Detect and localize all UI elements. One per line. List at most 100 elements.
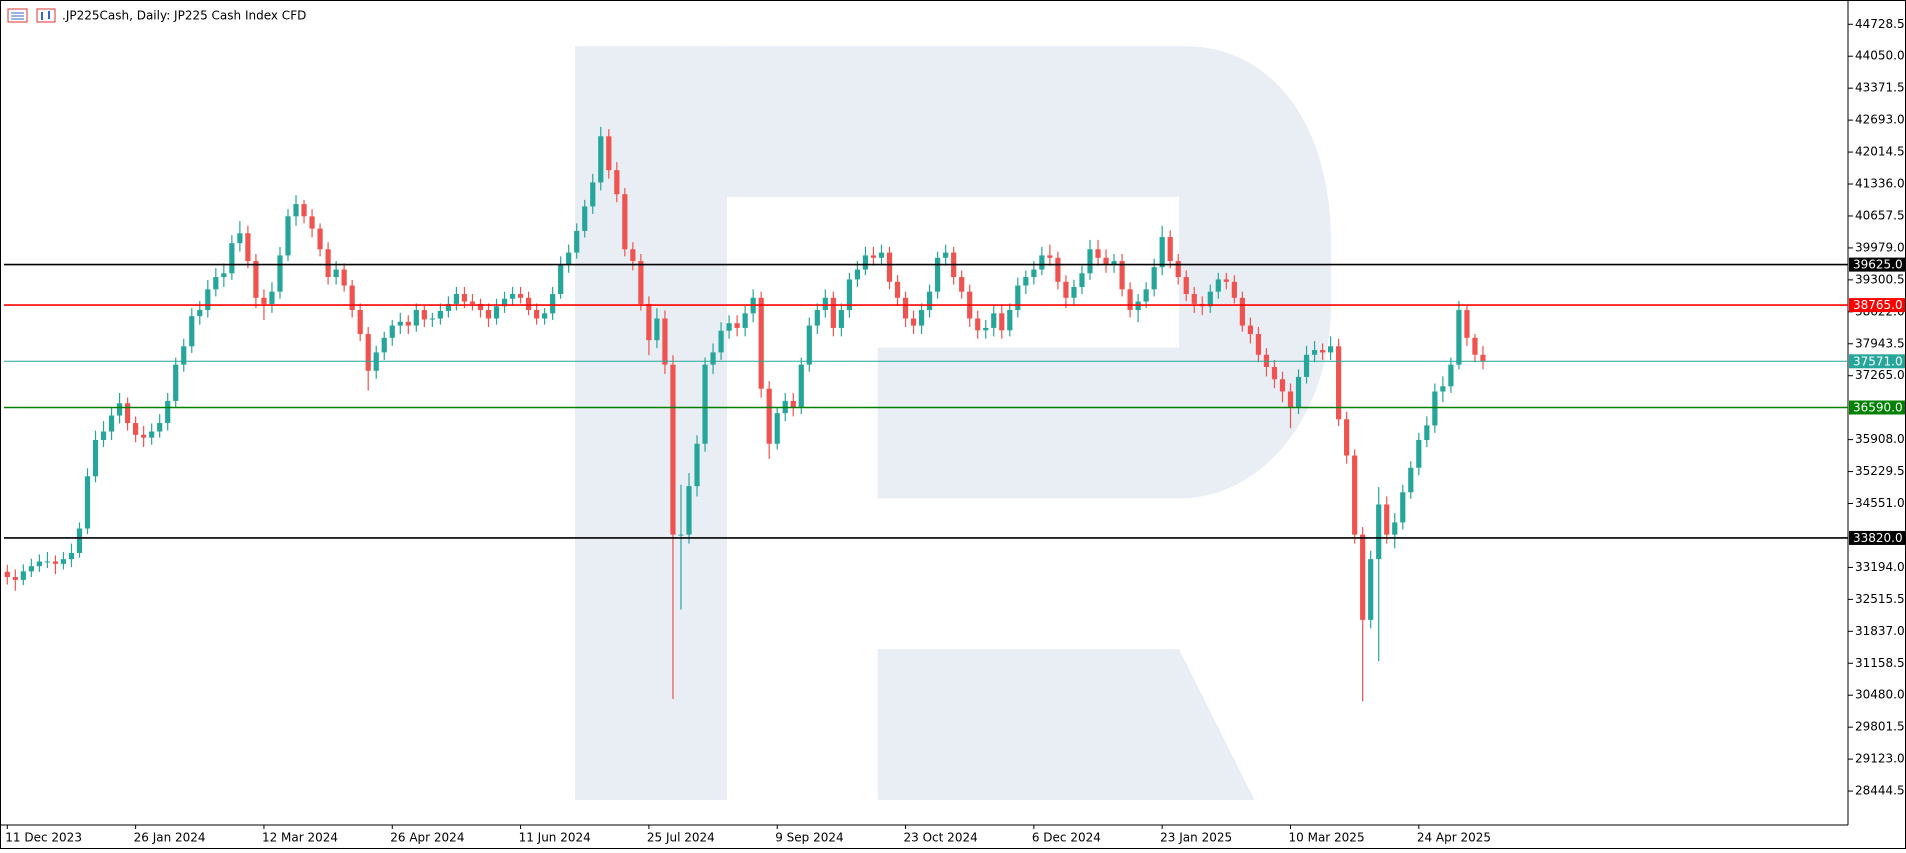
candle-body	[1456, 310, 1462, 365]
candle-body	[149, 431, 155, 438]
candle-body	[269, 291, 275, 304]
y-tick-label: 35229.5	[1855, 464, 1905, 478]
candle-body	[766, 388, 772, 444]
candle-body	[1287, 391, 1294, 408]
candle-body	[413, 310, 419, 326]
candle-body	[1063, 281, 1069, 298]
candle-body	[205, 289, 211, 311]
candle-body	[349, 285, 355, 311]
candle-body	[943, 252, 949, 258]
candle-body	[213, 277, 219, 290]
candle-body	[702, 364, 708, 444]
candle-body	[4, 571, 10, 578]
candle-body	[534, 310, 540, 319]
candle-body	[133, 423, 139, 435]
candle-body	[60, 559, 67, 564]
candle-body	[1384, 504, 1390, 535]
y-tick-label: 39300.5	[1855, 272, 1905, 286]
candle-body	[726, 323, 732, 331]
x-tick-label: 10 Mar 2025	[1289, 831, 1365, 845]
candle-body	[830, 297, 836, 328]
level-label: 38765.0	[1853, 298, 1903, 312]
candle-body	[1191, 294, 1197, 304]
candle-body	[894, 281, 901, 298]
x-tick-label: 26 Apr 2024	[390, 831, 464, 845]
y-tick-label: 30480.0	[1855, 688, 1905, 702]
candle-body	[582, 206, 588, 231]
candle-body	[606, 136, 612, 171]
candle-body	[1360, 534, 1366, 620]
candle-body	[1392, 522, 1398, 535]
candle-body	[1344, 419, 1350, 456]
candle-body	[718, 330, 724, 353]
candle-body	[662, 318, 668, 365]
candle-body	[566, 252, 572, 265]
candle-body	[141, 434, 147, 438]
y-tick-label: 28444.5	[1855, 784, 1905, 798]
candle-body	[1472, 337, 1478, 355]
candle-body	[44, 561, 50, 563]
title-icons	[7, 8, 56, 23]
candle-body	[935, 257, 941, 292]
candle-body	[798, 364, 804, 408]
candle-body	[734, 323, 740, 328]
candle-body	[1079, 273, 1085, 287]
candle-body	[862, 255, 869, 270]
candle-body	[493, 306, 500, 319]
candle-body	[646, 303, 652, 341]
candle-body	[197, 310, 203, 317]
candle-body	[317, 228, 323, 250]
x-tick-label: 9 Sep 2024	[775, 831, 843, 845]
candle-body	[991, 313, 997, 328]
candle-body	[36, 561, 42, 567]
candle-body	[221, 273, 227, 278]
candle-body	[910, 318, 917, 326]
candle-body	[333, 269, 339, 278]
candle-body	[1039, 255, 1045, 270]
level-label: 36590.0	[1853, 401, 1903, 415]
candle-body	[261, 297, 267, 304]
candle-body	[20, 571, 26, 580]
y-tick-label: 42014.5	[1855, 145, 1905, 159]
y-tick-label: 33194.0	[1855, 560, 1905, 574]
candle-body	[838, 310, 844, 328]
candle-body	[918, 310, 925, 326]
candle-body	[774, 413, 780, 444]
x-tick-label: 6 Dec 2024	[1032, 831, 1101, 845]
candle-body	[1416, 439, 1422, 468]
candle-body	[814, 310, 820, 326]
candle-body	[68, 553, 75, 560]
candle-body	[1319, 350, 1326, 353]
candle-body	[758, 297, 764, 389]
candle-body	[429, 318, 435, 320]
candle-body	[421, 310, 427, 320]
x-tick-label: 12 Mar 2024	[262, 831, 338, 845]
y-tick-label: 44728.5	[1855, 17, 1905, 31]
candle-body	[1231, 281, 1237, 298]
candle-body	[670, 364, 676, 535]
candle-body	[509, 294, 516, 299]
candle-body	[173, 364, 179, 401]
candle-body	[1127, 289, 1133, 311]
y-tick-label: 29123.0	[1855, 752, 1905, 766]
candle-body	[1007, 310, 1013, 331]
x-tick-label: 26 Jan 2024	[134, 831, 206, 845]
x-tick-label: 11 Dec 2023	[5, 831, 82, 845]
candle-body	[28, 566, 34, 572]
candle-body	[1448, 364, 1454, 387]
candle-body	[1368, 559, 1374, 620]
x-tick-label: 11 Jun 2024	[519, 831, 591, 845]
candle-body	[806, 325, 812, 365]
candle-body	[469, 301, 476, 304]
candle-body	[1432, 391, 1438, 426]
candle-body	[157, 423, 163, 432]
candle-body	[517, 294, 524, 298]
candle-body	[1111, 261, 1117, 265]
candle-body	[822, 297, 828, 311]
y-tick-label: 39979.0	[1855, 240, 1905, 254]
candle-body	[1279, 379, 1286, 392]
x-tick-label: 25 Jul 2024	[647, 831, 715, 845]
candle-body	[477, 303, 484, 311]
candle-body	[1023, 277, 1029, 286]
